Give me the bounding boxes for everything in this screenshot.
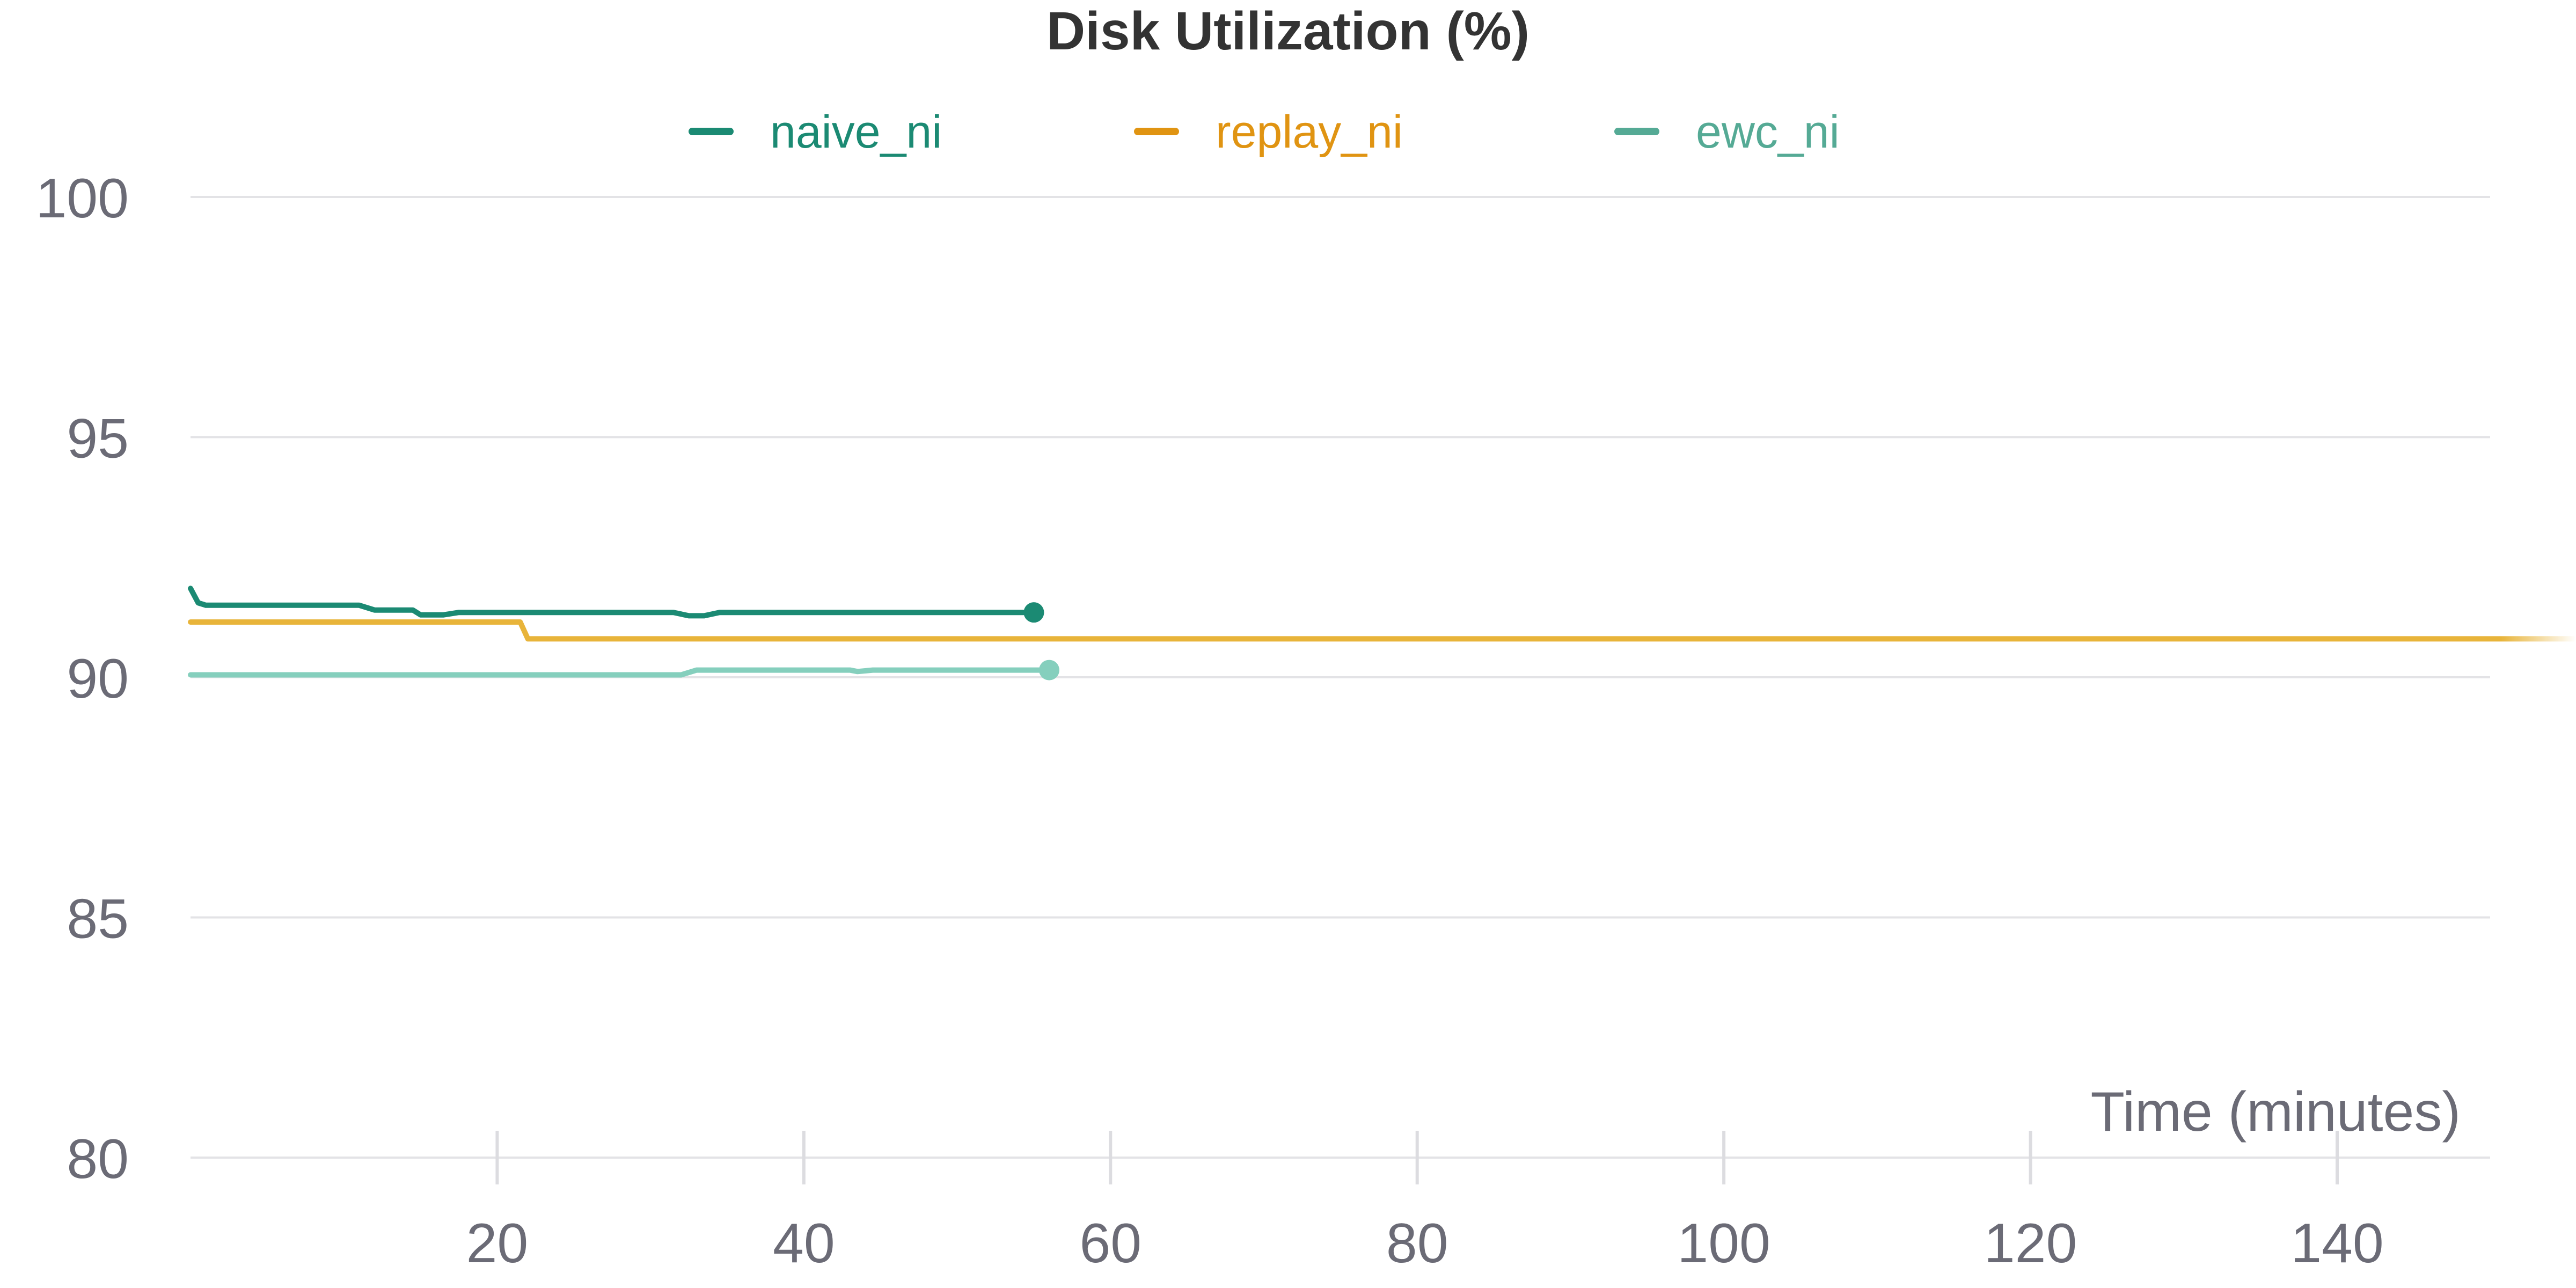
series-lines bbox=[188, 586, 2576, 680]
legend-item-replay_ni[interactable]: replay_ni bbox=[1134, 106, 1403, 158]
legend-label: ewc_ni bbox=[1696, 106, 1840, 158]
legend-label: replay_ni bbox=[1216, 106, 1403, 158]
x-tick-label: 80 bbox=[1386, 1212, 1448, 1275]
series-line-replay_ni bbox=[188, 619, 2576, 642]
x-tick-label: 140 bbox=[2290, 1212, 2384, 1275]
line-fade-overlay bbox=[2501, 623, 2576, 655]
series-line-naive_ni bbox=[188, 586, 1037, 619]
chart-title: Disk Utilization (%) bbox=[1046, 1, 1529, 61]
y-tick-label: 80 bbox=[67, 1128, 129, 1190]
y-tick-label: 90 bbox=[67, 648, 129, 710]
series-line-ewc_ni bbox=[188, 667, 1052, 678]
x-axis-title: Time (minutes) bbox=[2090, 1081, 2461, 1143]
legend: naive_ni replay_ni ewc_ni bbox=[689, 106, 1840, 158]
x-tick-label: 60 bbox=[1079, 1212, 1141, 1275]
x-tick-label: 120 bbox=[1984, 1212, 2077, 1275]
x-tick-label: 20 bbox=[466, 1212, 529, 1275]
legend-item-naive_ni[interactable]: naive_ni bbox=[689, 106, 942, 158]
y-tick-label: 85 bbox=[67, 888, 129, 950]
y-axis-ticks: 80 85 90 95 100 bbox=[35, 167, 129, 1190]
x-tick-label: 40 bbox=[773, 1212, 835, 1275]
y-tick-label: 95 bbox=[67, 408, 129, 470]
x-tick-label: 100 bbox=[1677, 1212, 1770, 1275]
x-axis-ticks: 20 40 60 80 100 120 140 bbox=[466, 1131, 2384, 1275]
legend-item-ewc_ni[interactable]: ewc_ni bbox=[1614, 106, 1840, 158]
series-end-marker-naive_ni bbox=[1023, 602, 1044, 623]
legend-label: naive_ni bbox=[770, 106, 942, 158]
y-tick-label: 100 bbox=[35, 167, 129, 230]
series-end-marker-ewc_ni bbox=[1039, 660, 1059, 680]
